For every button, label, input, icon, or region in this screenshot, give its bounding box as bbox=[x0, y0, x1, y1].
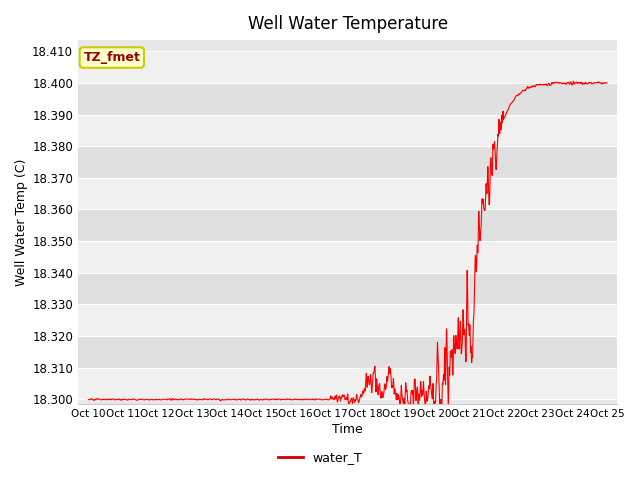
Y-axis label: Well Water Temp (C): Well Water Temp (C) bbox=[15, 158, 28, 286]
Bar bbox=[78, 115, 617, 146]
Bar bbox=[78, 336, 617, 368]
Bar bbox=[78, 241, 617, 273]
Text: TZ_fmet: TZ_fmet bbox=[83, 51, 140, 64]
Bar bbox=[78, 178, 617, 209]
Bar bbox=[78, 368, 617, 399]
Bar bbox=[78, 51, 617, 83]
Legend: water_T: water_T bbox=[273, 446, 367, 469]
Title: Well Water Temperature: Well Water Temperature bbox=[248, 15, 448, 33]
Bar bbox=[78, 209, 617, 241]
Bar bbox=[78, 83, 617, 115]
Bar bbox=[78, 304, 617, 336]
Bar bbox=[78, 273, 617, 304]
Bar bbox=[78, 146, 617, 178]
X-axis label: Time: Time bbox=[332, 423, 363, 436]
